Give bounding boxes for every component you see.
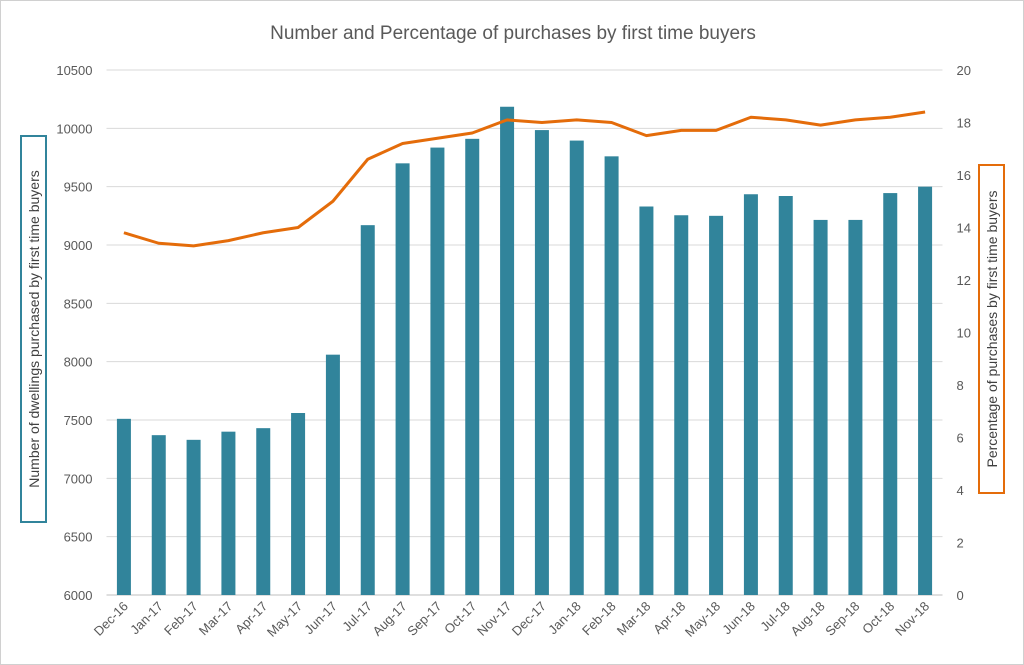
right-tick-label: 10	[957, 326, 971, 341]
bar	[778, 196, 793, 595]
left-tick-label: 8500	[64, 296, 93, 311]
bar	[709, 215, 724, 596]
left-tick-label: 6000	[64, 588, 93, 603]
bar	[256, 428, 271, 595]
bar	[360, 225, 375, 595]
right-tick-label: 14	[957, 221, 971, 236]
bar	[569, 140, 584, 596]
x-tick-label: Jun-18	[719, 599, 758, 638]
bar	[848, 219, 863, 595]
x-tick-label: Dec-17	[509, 599, 549, 639]
bar	[500, 106, 515, 595]
x-tick-label: Aug-17	[369, 599, 409, 639]
left-tick-label: 7000	[64, 471, 93, 486]
x-tick-label: Mar-17	[196, 599, 236, 639]
x-tick-label: Jan-18	[545, 599, 584, 638]
x-tick-label: Nov-17	[474, 599, 514, 639]
right-axis-title-box	[978, 164, 1005, 494]
right-tick-label: 6	[957, 431, 964, 446]
bar	[186, 439, 201, 595]
bar	[639, 206, 654, 595]
bar	[325, 354, 340, 595]
bar	[465, 138, 480, 596]
right-tick-label: 0	[957, 588, 964, 603]
left-tick-label: 10500	[56, 63, 92, 78]
right-tick-label: 20	[957, 63, 971, 78]
left-axis-title-box	[20, 135, 47, 523]
x-tick-label: Feb-17	[161, 599, 201, 639]
bar	[430, 147, 445, 596]
x-tick-label: Oct-18	[859, 599, 897, 637]
x-tick-label: Mar-18	[614, 599, 654, 639]
left-tick-label: 9000	[64, 238, 93, 253]
bar	[116, 418, 131, 595]
x-tick-label: Sep-17	[404, 599, 444, 639]
x-tick-label: May-17	[264, 599, 305, 640]
x-tick-label: May-18	[682, 599, 723, 640]
x-tick-label: Jan-17	[127, 599, 166, 638]
chart-title: Number and Percentage of purchases by fi…	[270, 23, 756, 44]
x-tick-label: Nov-18	[892, 599, 932, 639]
right-axis-title: Percentage of purchases by first time bu…	[984, 190, 1000, 467]
left-tick-label: 8000	[64, 355, 93, 370]
right-tick-label: 12	[957, 273, 971, 288]
bar	[221, 431, 236, 595]
bar	[813, 219, 828, 595]
right-tick-label: 8	[957, 378, 964, 393]
left-tick-label: 6500	[64, 530, 93, 545]
right-tick-label: 2	[957, 536, 964, 551]
bar	[291, 413, 306, 595]
x-tick-label: Aug-18	[787, 599, 827, 639]
bar	[674, 215, 689, 595]
x-tick-label: Sep-18	[822, 599, 862, 639]
x-tick-label: Jun-17	[301, 599, 340, 638]
left-tick-label: 10000	[56, 121, 92, 136]
bar	[395, 163, 410, 596]
left-tick-label: 9500	[64, 180, 93, 195]
bar	[743, 194, 758, 595]
right-tick-label: 4	[957, 483, 964, 498]
right-tick-label: 18	[957, 116, 971, 131]
left-axis-title: Number of dwellings purchased by first t…	[26, 170, 42, 487]
percentage-line	[123, 110, 926, 248]
bar	[918, 186, 933, 595]
x-tick-label: Dec-16	[91, 599, 131, 639]
left-tick-label: 7500	[64, 413, 93, 428]
right-tick-label: 16	[957, 168, 971, 183]
x-tick-label: Oct-17	[441, 599, 479, 637]
bar	[883, 193, 898, 596]
x-tick-label: Feb-18	[579, 599, 619, 639]
bar	[604, 156, 619, 596]
bar	[151, 435, 166, 595]
bar	[534, 130, 549, 596]
